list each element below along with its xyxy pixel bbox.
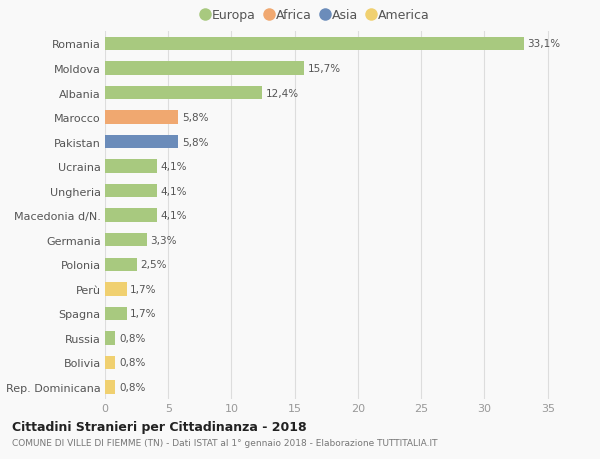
Text: 3,3%: 3,3% [151, 235, 177, 245]
Text: 0,8%: 0,8% [119, 358, 145, 368]
Legend: Europa, Africa, Asia, America: Europa, Africa, Asia, America [202, 9, 430, 22]
Bar [105, 185, 157, 198]
Text: 15,7%: 15,7% [307, 64, 341, 74]
Text: Cittadini Stranieri per Cittadinanza - 2018: Cittadini Stranieri per Cittadinanza - 2… [12, 420, 307, 433]
Bar [105, 87, 262, 100]
Text: 12,4%: 12,4% [266, 88, 299, 98]
Bar [105, 160, 157, 174]
Bar [105, 111, 178, 124]
Bar [105, 38, 524, 51]
Text: 5,8%: 5,8% [182, 137, 209, 147]
Text: 4,1%: 4,1% [161, 186, 187, 196]
Bar [105, 381, 115, 394]
Bar [105, 258, 137, 271]
Bar [105, 356, 115, 369]
Bar [105, 234, 147, 247]
Text: 0,8%: 0,8% [119, 382, 145, 392]
Bar [105, 307, 127, 320]
Text: 1,7%: 1,7% [130, 284, 157, 294]
Bar [105, 331, 115, 345]
Text: 4,1%: 4,1% [161, 162, 187, 172]
Text: 33,1%: 33,1% [527, 39, 560, 50]
Bar [105, 62, 304, 76]
Text: 1,7%: 1,7% [130, 308, 157, 319]
Text: COMUNE DI VILLE DI FIEMME (TN) - Dati ISTAT al 1° gennaio 2018 - Elaborazione TU: COMUNE DI VILLE DI FIEMME (TN) - Dati IS… [12, 438, 437, 448]
Bar [105, 209, 157, 223]
Text: 0,8%: 0,8% [119, 333, 145, 343]
Text: 4,1%: 4,1% [161, 211, 187, 221]
Text: 2,5%: 2,5% [140, 260, 167, 270]
Bar [105, 282, 127, 296]
Bar [105, 135, 178, 149]
Text: 5,8%: 5,8% [182, 113, 209, 123]
